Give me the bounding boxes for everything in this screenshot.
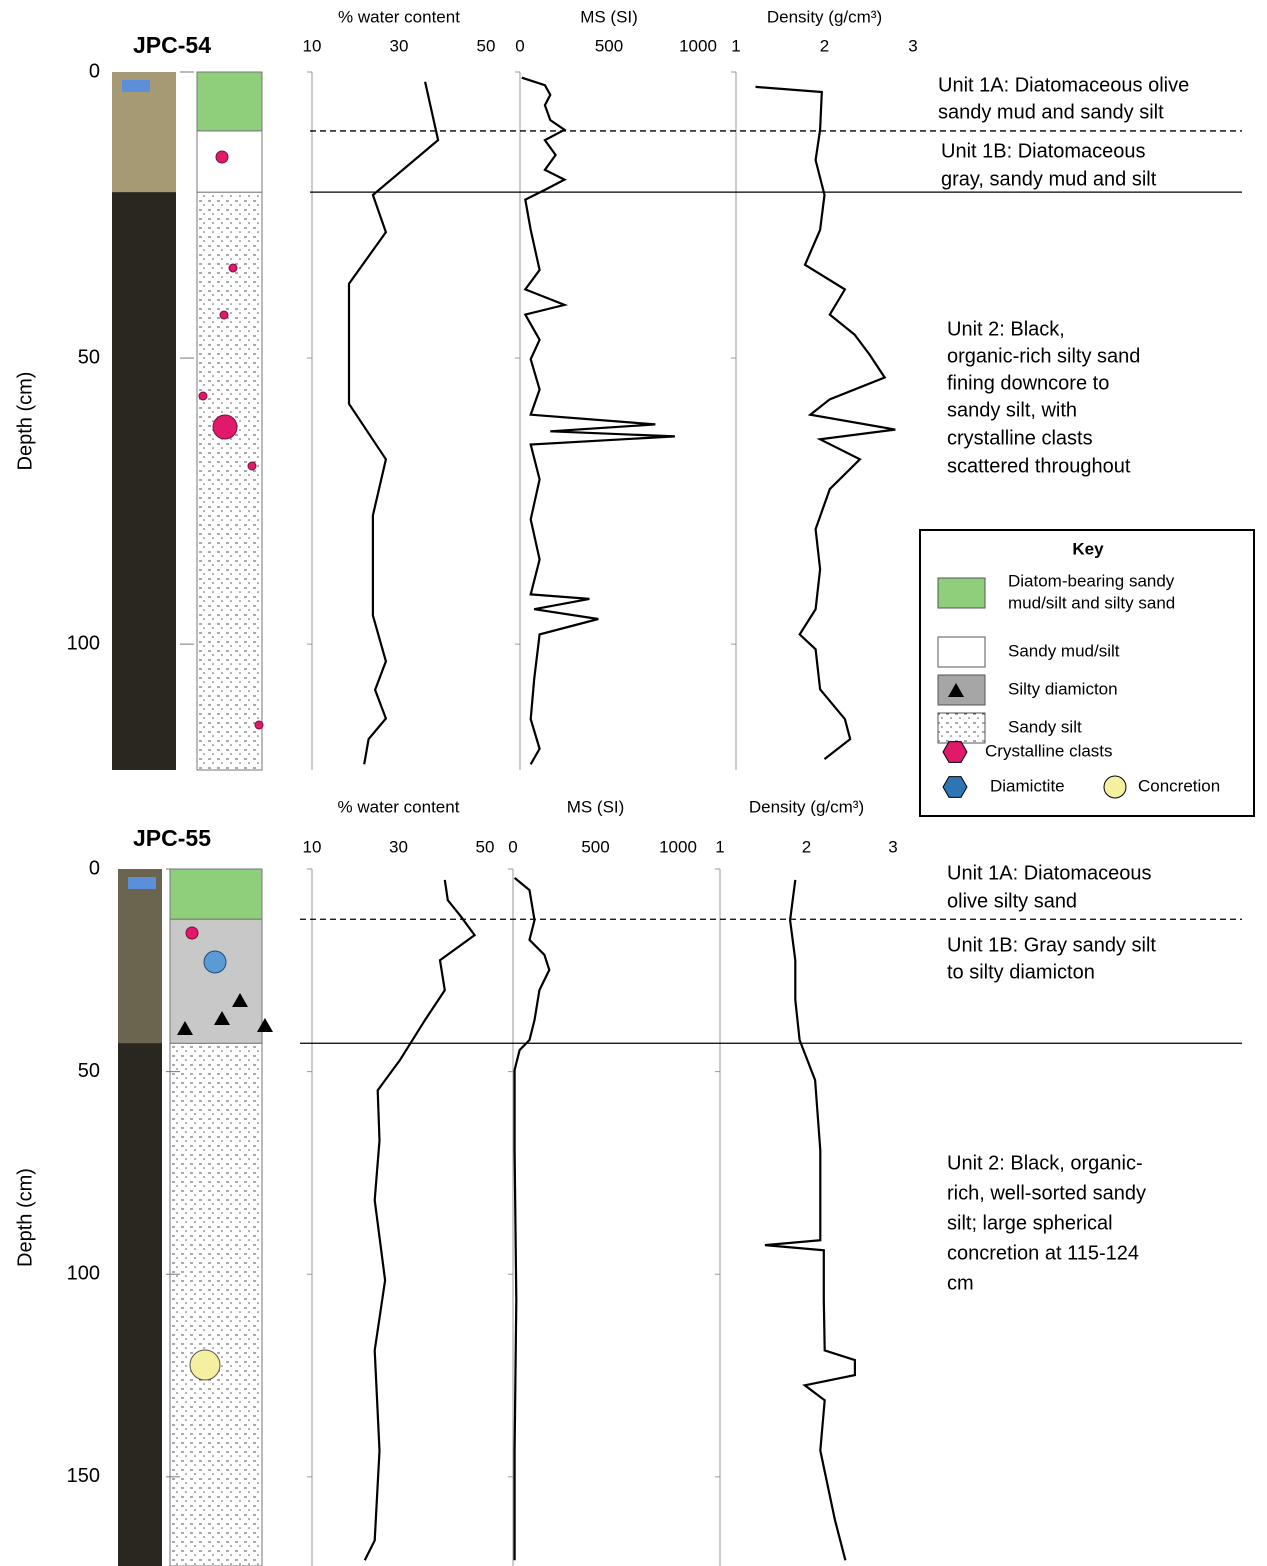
key-label: mud/silt and silty sand	[1008, 593, 1175, 612]
x-tick-label: 500	[595, 36, 623, 55]
litho-1a	[170, 869, 262, 919]
key-label: Diamictite	[990, 776, 1065, 795]
y-tick-label: 50	[78, 346, 100, 368]
x-axis-label: MS (SI)	[567, 797, 625, 816]
key-swatch	[938, 637, 985, 667]
x-tick-label: 2	[802, 837, 811, 856]
clast	[213, 415, 237, 439]
x-axis-label: Density (g/cm³)	[767, 7, 882, 26]
core-title: JPC-54	[133, 32, 211, 58]
x-tick-label: 0	[508, 837, 517, 856]
clast	[255, 721, 263, 729]
core-title: JPC-55	[133, 825, 211, 851]
unit-description: scattered throughout	[947, 455, 1131, 477]
profile-line	[349, 82, 438, 765]
unit-description: gray, sandy mud and silt	[941, 168, 1157, 190]
profile-line	[365, 880, 475, 1560]
diamictite	[204, 951, 226, 973]
core-photo-top	[118, 869, 162, 1043]
clast	[216, 151, 228, 163]
profile-line	[515, 878, 550, 1560]
x-axis-label: Density (g/cm³)	[749, 797, 864, 816]
y-axis-label: Depth (cm)	[14, 1168, 36, 1267]
y-tick-label: 100	[67, 1263, 100, 1285]
unit-description: Unit 2: Black, organic-	[947, 1152, 1143, 1174]
key-label: Silty diamicton	[1008, 679, 1118, 698]
x-axis-label: MS (SI)	[580, 7, 638, 26]
clast	[186, 927, 198, 939]
x-tick-label: 3	[888, 837, 897, 856]
clast	[220, 311, 228, 319]
profile-line	[765, 880, 855, 1560]
core-label	[128, 877, 156, 889]
x-tick-label: 1	[731, 36, 740, 55]
x-axis-label: % water content	[338, 7, 460, 26]
unit-description: Unit 1B: Diatomaceous	[941, 140, 1146, 162]
unit-description: crystalline clasts	[947, 427, 1093, 449]
unit-description: sandy mud and sandy silt	[938, 101, 1164, 123]
figure: JPC-54Depth (cm)050100% water content103…	[0, 0, 1267, 1566]
key-label: Diatom-bearing sandy	[1008, 571, 1175, 590]
key-label: Sandy silt	[1008, 717, 1082, 736]
x-tick-label: 30	[389, 837, 408, 856]
concretion	[190, 1350, 220, 1380]
unit-description: concretion at 115-124	[947, 1242, 1139, 1264]
unit-description: fining downcore to	[947, 372, 1109, 394]
clast	[248, 462, 256, 470]
unit-description: to silty diamicton	[947, 961, 1095, 983]
y-tick-label: 150	[67, 1465, 100, 1487]
key-title: Key	[1072, 539, 1104, 558]
x-tick-label: 50	[476, 837, 495, 856]
y-tick-label: 0	[89, 857, 100, 879]
clast	[229, 264, 237, 272]
unit-description: rich, well-sorted sandy	[947, 1182, 1146, 1204]
unit-description: olive silty sand	[947, 890, 1077, 912]
x-tick-label: 10	[303, 36, 322, 55]
y-tick-label: 100	[67, 632, 100, 654]
key-swatch	[938, 578, 985, 608]
key-label: Concretion	[1138, 776, 1220, 795]
x-tick-label: 500	[581, 837, 609, 856]
key-symbol	[1104, 776, 1126, 798]
key-swatch	[938, 713, 985, 743]
unit-description: cm	[947, 1272, 974, 1294]
unit-description: silt; large spherical	[947, 1212, 1113, 1234]
x-tick-label: 1000	[679, 36, 717, 55]
profile-line	[522, 78, 675, 765]
litho-lower	[197, 192, 262, 770]
x-tick-label: 50	[477, 36, 496, 55]
unit-description: Unit 1A: Diatomaceous	[947, 862, 1152, 884]
x-tick-label: 2	[820, 36, 829, 55]
key-label: Sandy mud/silt	[1008, 641, 1120, 660]
x-tick-label: 0	[515, 36, 524, 55]
litho-1b	[197, 131, 262, 192]
clast	[199, 392, 207, 400]
x-tick-label: 1000	[659, 837, 697, 856]
litho-lower	[170, 1043, 262, 1566]
unit-description: Unit 2: Black,	[947, 318, 1065, 340]
x-tick-label: 30	[390, 36, 409, 55]
profile-line	[756, 87, 896, 759]
x-tick-label: 3	[908, 36, 917, 55]
unit-description: sandy silt, with	[947, 399, 1077, 421]
unit-description: Unit 1A: Diatomaceous olive	[938, 74, 1189, 96]
unit-description: Unit 1B: Gray sandy silt	[947, 934, 1156, 956]
litho-1a	[197, 72, 262, 131]
y-tick-label: 0	[89, 60, 100, 82]
core-label	[122, 80, 150, 92]
x-tick-label: 10	[303, 837, 322, 856]
key-swatch	[938, 675, 985, 705]
y-tick-label: 50	[78, 1060, 100, 1082]
unit-description: organic-rich silty sand	[947, 345, 1140, 367]
y-axis-label: Depth (cm)	[14, 372, 36, 471]
x-tick-label: 1	[715, 837, 724, 856]
key-label: Crystalline clasts	[985, 741, 1113, 760]
x-axis-label: % water content	[338, 797, 460, 816]
